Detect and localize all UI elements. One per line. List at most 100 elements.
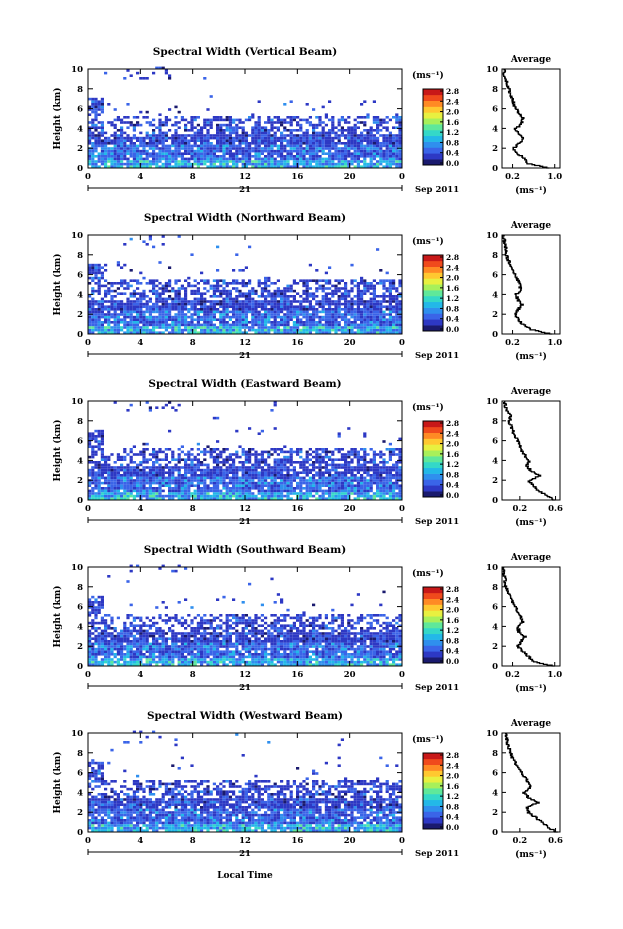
heatmap-cell [369,292,373,295]
heatmap-cell [395,463,399,467]
heatmap-cell [283,136,287,140]
heatmap-cell [180,489,184,493]
heatmap-cell [337,484,341,487]
heatmap-cell [318,160,322,163]
heatmap-cell [132,160,136,163]
heatmap-cell [347,126,351,129]
heatmap-cell [340,292,344,295]
heatmap-cell [363,450,367,454]
heatmap-cell [334,152,338,155]
heatmap-cell [376,481,380,485]
heatmap-cell [177,461,181,464]
heatmap-cell [187,302,191,306]
heatmap-cell [340,474,344,477]
heatmap-cell [350,157,354,161]
heatmap-cell [392,487,396,490]
heatmap-cell [398,494,402,498]
heatmap-cell [324,271,328,275]
heatmap-cell [123,243,127,246]
heatmap-cell [110,147,114,150]
heatmap-cell [209,331,213,334]
heatmap-cell [238,142,242,145]
heatmap-cell [315,269,319,272]
heatmap-cell [152,463,156,467]
heatmap-cell [366,136,370,140]
heatmap-cell [94,165,98,168]
heatmap-cell [392,297,396,301]
heatmap-cell [398,318,402,321]
heatmap-cell [139,453,143,456]
heatmap-cell [238,295,242,298]
heatmap-cell [372,134,376,137]
heatmap-cell [388,155,392,158]
heatmap-cell [260,461,264,464]
heatmap-cell [232,308,236,311]
heatmap-cell [331,328,335,332]
heatmap-cell [203,318,207,321]
heatmap-cell [244,134,248,137]
heatmap-cell [254,152,258,155]
heatmap-cell [283,289,287,293]
heatmap-cell [372,461,376,464]
y-tick-label: 10 [71,231,83,241]
heatmap-cell [155,471,159,474]
y-tick-label: 0 [77,330,83,340]
heatmap-cell [164,289,168,293]
heatmap-cell [91,123,95,127]
heatmap-cell [168,289,172,293]
heatmap-cell [100,110,104,114]
heatmap-cell [107,282,111,285]
heatmap-cell [97,489,101,493]
heatmap-cell [209,323,213,327]
heatmap-cell [382,323,386,327]
heatmap-cell [100,147,104,150]
heatmap-cell [174,326,178,329]
heatmap-cell [171,494,175,498]
heatmap-cell [126,300,130,303]
heatmap-cell [132,155,136,158]
heatmap-cell [299,476,303,480]
heatmap-cell [395,139,399,142]
heatmap-cell [203,494,207,498]
heatmap-cell [267,157,271,161]
heatmap-cell [190,147,194,150]
heatmap-cell [196,116,200,119]
heatmap-cell [379,310,383,314]
heatmap-cell [94,147,98,150]
heatmap-cell [241,284,245,288]
heatmap-cell [388,160,392,163]
heatmap-cell [292,328,296,332]
heatmap-cell [334,300,338,303]
heatmap-cell [334,471,338,474]
heatmap-cell [241,129,245,132]
heatmap-cell [209,287,213,290]
heatmap-cell [353,279,357,282]
heatmap-cell [273,484,277,487]
colorbar-tick-label: 0.4 [446,315,459,324]
heatmap-cell [328,468,332,472]
heatmap-cell [91,266,95,269]
heatmap-cell [132,308,136,311]
heatmap-cell [142,240,146,243]
heatmap-cell [312,479,316,482]
heatmap-cell [254,147,258,150]
heatmap-cell [225,136,229,140]
heatmap-cell [91,321,95,324]
heatmap-cell [142,492,146,495]
heatmap-cell [174,484,178,487]
heatmap-cell [328,297,332,301]
heatmap-cell [212,448,216,451]
heatmap-cell [251,136,255,140]
x-tick-label: 16 [291,172,303,182]
heatmap-cell [356,315,360,319]
heatmap-cell [257,313,261,316]
heatmap-cell [158,300,162,303]
colorbar-tick-label: 2.0 [446,274,459,283]
heatmap-cell [232,461,236,464]
heatmap-cell [395,149,399,153]
heatmap-cell [155,157,159,161]
heatmap-cell [129,466,133,469]
heatmap-cell [337,310,341,314]
heatmap-cell [155,66,159,70]
heatmap-cell [228,121,232,124]
